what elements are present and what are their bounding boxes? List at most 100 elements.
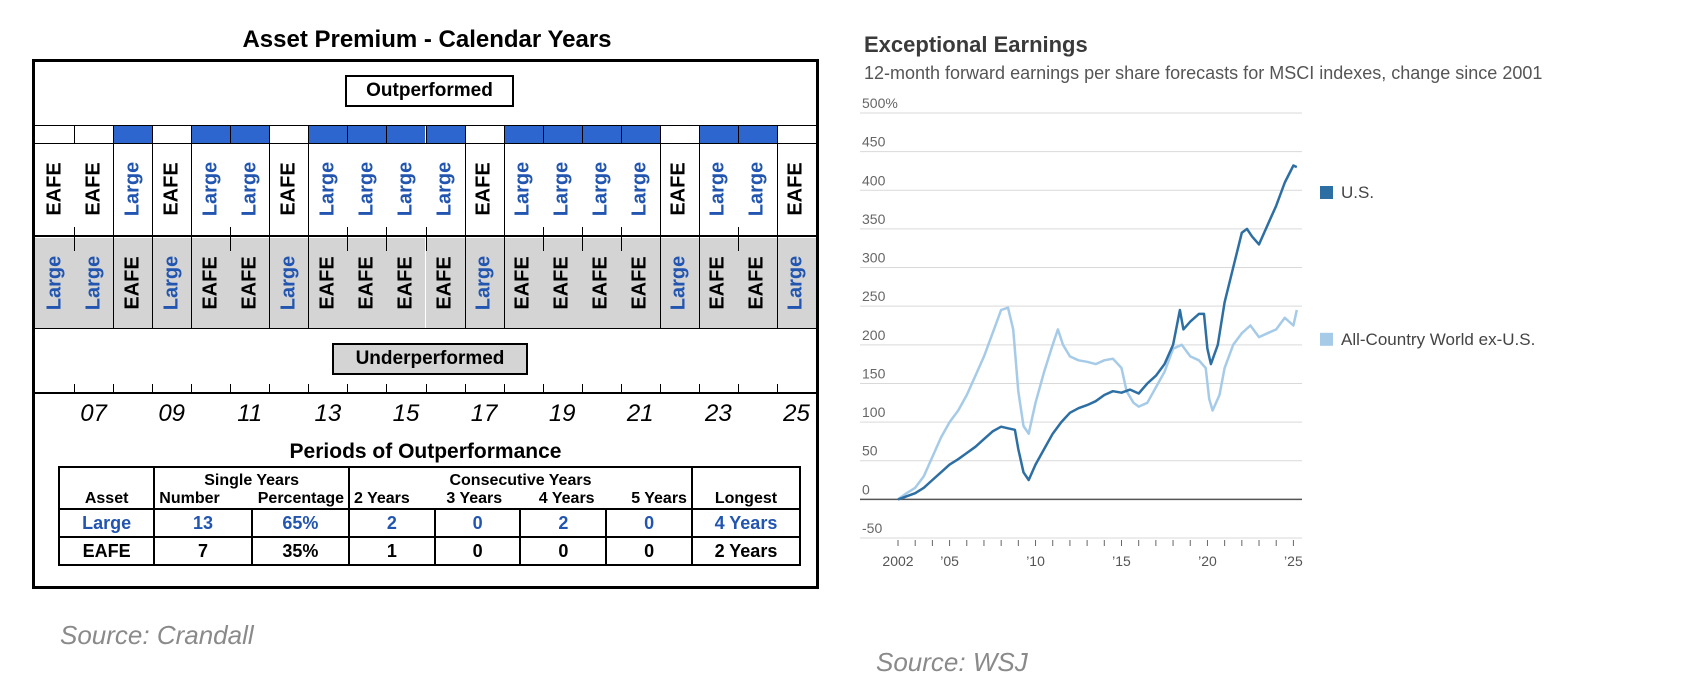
year-tick	[152, 384, 154, 392]
year-column: Large EAFE	[230, 125, 270, 389]
large-outperform-flag	[620, 125, 660, 143]
cell-4-years: 0	[519, 536, 608, 566]
year-tick	[425, 384, 427, 392]
column-tick	[386, 237, 388, 251]
earnings-line-chart: 500% 450 400 350 300 250 200 150 100 50 0 -50 2002 ’0…	[860, 96, 1535, 569]
cell-5-years: 0	[605, 536, 693, 566]
underperformer-label: EAFE	[121, 256, 144, 310]
year-label: 11	[237, 400, 263, 427]
outperformer-label: Large	[121, 161, 144, 217]
outperformer-label: Large	[745, 161, 768, 217]
outperformer-label: EAFE	[82, 162, 105, 216]
large-outperform-flag	[74, 125, 114, 143]
table-row: EAFE 7 35% 1 0 0 0 2 Years	[57, 536, 802, 566]
outperformer-cell: EAFE	[660, 143, 699, 235]
year-column: EAFE Large	[35, 125, 75, 389]
outperformer-cell: Large	[113, 143, 152, 235]
cell-longest: 2 Years	[690, 536, 802, 566]
underperformer-label: Large	[667, 255, 690, 311]
column-separator	[464, 125, 466, 329]
large-outperform-flag	[776, 125, 816, 143]
y-tick-label: 0	[862, 481, 870, 497]
column-separator	[776, 125, 778, 329]
outperformer-cell: Large	[386, 143, 425, 235]
cell-3-years: 0	[433, 508, 522, 538]
large-outperform-flag	[308, 125, 348, 143]
underperformer-label: EAFE	[199, 256, 222, 310]
right-chart-title: Exceptional Earnings	[864, 32, 1088, 57]
column-separator	[152, 125, 154, 329]
year-tick	[347, 384, 349, 392]
outperformer-label: EAFE	[667, 162, 690, 216]
underperformer-label: EAFE	[238, 256, 261, 310]
year-column: Large EAFE	[737, 125, 777, 389]
outperformer-cell: EAFE	[74, 143, 113, 235]
underperformer-cell: EAFE	[698, 238, 738, 328]
y-tick-label: 250	[862, 288, 886, 304]
outperformer-cell: EAFE	[465, 143, 504, 235]
outperformer-cell: Large	[308, 143, 347, 235]
cell-2-years: 2	[348, 508, 436, 538]
year-tick	[269, 384, 271, 392]
column-tick	[620, 237, 622, 251]
year-tick	[698, 384, 700, 392]
underperformer-cell: EAFE	[347, 238, 387, 328]
year-column: Large EAFE	[698, 125, 738, 389]
y-tick-label: 150	[862, 365, 886, 381]
cell-asset: Large	[57, 508, 156, 538]
underperformer-cell: EAFE	[191, 238, 231, 328]
cell-asset: EAFE	[57, 536, 156, 566]
underperformer-cell: EAFE	[113, 238, 153, 328]
large-outperform-flag	[425, 125, 465, 143]
underperformer-label: EAFE	[706, 256, 729, 310]
year-column: EAFE Large	[269, 125, 309, 389]
band-divider	[35, 235, 816, 237]
outperformer-cell: Large	[543, 143, 582, 235]
year-tick	[659, 384, 661, 392]
outperformer-label: Large	[316, 161, 339, 217]
outperformer-label: Large	[355, 161, 378, 217]
table-header-row: Asset Single Years Number Percentage Cons…	[57, 466, 802, 510]
x-tick-label: ’25	[1284, 553, 1303, 569]
underperformer-label: EAFE	[589, 256, 612, 310]
underperformer-label: Large	[43, 255, 66, 311]
underperformer-cell: Large	[35, 238, 75, 328]
outperformer-cell: Large	[426, 143, 465, 235]
year-label: 13	[314, 400, 342, 427]
year-label: 15	[392, 400, 420, 427]
underperformer-cell: EAFE	[581, 238, 621, 328]
year-label: 23	[705, 400, 732, 427]
outperformer-label: Large	[238, 161, 261, 217]
year-label: 07	[80, 400, 107, 427]
underperformer-label: EAFE	[394, 256, 417, 310]
large-outperform-flag	[347, 125, 387, 143]
column-separator	[191, 125, 193, 329]
y-tick-label: 50	[862, 443, 878, 459]
flag-bottom-line	[35, 143, 816, 144]
header-asset: Asset	[57, 466, 156, 510]
outperformer-cell: Large	[621, 143, 660, 235]
outperformer-cell: Large	[230, 143, 269, 235]
x-tick-label: ’10	[1026, 553, 1045, 569]
cell-4-years: 2	[519, 508, 608, 538]
year-tick	[230, 384, 232, 392]
year-column: Large EAFE	[386, 125, 426, 389]
y-tick-label: -50	[862, 520, 882, 536]
year-tick	[581, 384, 583, 392]
outperformer-label: Large	[550, 161, 573, 217]
underperformer-label: Large	[784, 255, 807, 311]
column-separator	[620, 125, 622, 143]
column-tick	[737, 237, 739, 251]
large-outperform-flag	[503, 125, 543, 143]
y-tick-label: 200	[862, 327, 886, 343]
year-tick	[464, 384, 466, 392]
y-tick-label: 300	[862, 250, 886, 266]
outperformer-label: EAFE	[784, 162, 807, 216]
underperformer-label: Large	[472, 255, 495, 311]
year-column: Large EAFE	[347, 125, 387, 389]
year-column: Large EAFE	[620, 125, 660, 389]
us-series-line	[897, 164, 1298, 501]
year-tick	[113, 384, 115, 392]
year-tick	[737, 384, 739, 392]
year-tick	[74, 384, 76, 392]
